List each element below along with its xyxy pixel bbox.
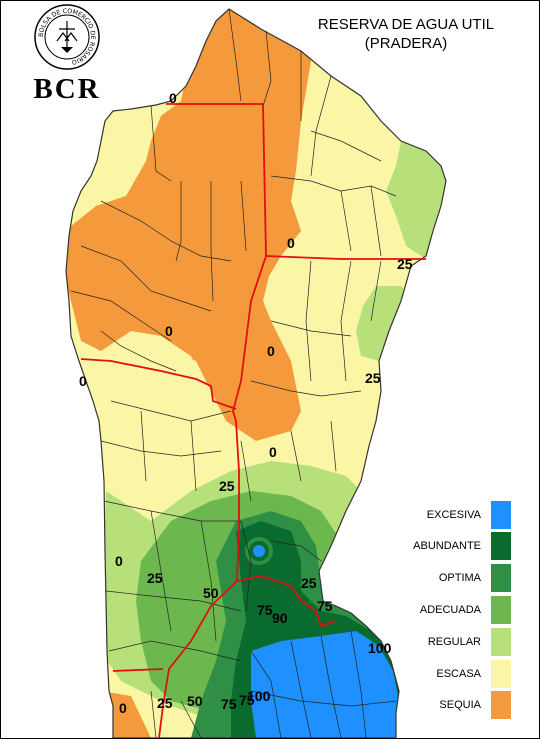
contour-label: 50 [187, 693, 203, 709]
contour-label: 25 [147, 570, 163, 586]
bcr-logo: BOLSA DE COMERCIO DE ROSARIO BCR [31, 3, 103, 106]
legend-item-abundante: ABUNDANTE [393, 532, 533, 560]
escasa-patch [101, 331, 201, 381]
contour-label: 0 [165, 323, 173, 339]
contour-label: 0 [267, 343, 275, 359]
logo-text: BCR [33, 73, 101, 105]
legend-swatch [491, 501, 511, 529]
legend-label: ADECUADA [419, 604, 481, 616]
legend-label: EXCESIVA [426, 509, 481, 521]
contour-label: 25 [219, 478, 235, 494]
legend-label: REGULAR [427, 636, 481, 648]
province-outline [65, 8, 447, 738]
title-line-2: (PRADERA) [364, 35, 448, 52]
legend-swatch [491, 564, 511, 592]
legend-swatch [491, 532, 511, 560]
contour-label: 25 [365, 370, 381, 386]
excesiva-spot [253, 545, 265, 557]
province-boundaries [80, 103, 426, 738]
contour-label: 25 [157, 695, 173, 711]
contour-label: 75 [257, 602, 273, 618]
contour-label: 100 [247, 688, 271, 704]
legend-item-sequia: SEQUIA [393, 691, 533, 719]
legend-swatch [491, 628, 511, 656]
bcr-seal-icon: BOLSA DE COMERCIO DE ROSARIO [34, 4, 100, 70]
legend-swatch [491, 660, 511, 688]
contour-label: 75 [317, 598, 333, 614]
legend-swatch [491, 596, 511, 624]
excesiva-zone [251, 631, 399, 738]
contour-label: 75 [221, 696, 237, 712]
contour-label: 0 [115, 553, 123, 569]
legend-item-excesiva: EXCESIVA [393, 501, 533, 529]
legend-label: OPTIMA [438, 572, 481, 584]
contour-label: 25 [397, 256, 413, 272]
legend-item-regular: REGULAR [393, 628, 533, 656]
contour-label: 75 [239, 692, 255, 708]
contour-label: 0 [169, 90, 177, 106]
contour-label: 0 [287, 235, 295, 251]
contour-label: 25 [301, 575, 317, 591]
legend-item-escasa: ESCASA [393, 660, 533, 688]
contour-label: 50 [203, 585, 219, 601]
legend-item-optima: OPTIMA [393, 564, 533, 592]
legend-label: ESCASA [436, 668, 481, 680]
department-boundaries [70, 8, 397, 738]
legend-label: ABUNDANTE [413, 540, 481, 552]
contour-labels: 0 0 25 0 0 25 0 25 0 0 25 25 50 75 90 75… [79, 90, 413, 716]
contour-label: 0 [269, 444, 277, 460]
contour-label: 100 [368, 640, 392, 656]
contour-label: 90 [272, 610, 288, 626]
sequia-zone-north [66, 9, 311, 441]
contour-label: 0 [119, 700, 127, 716]
map-title: RESERVA DE AGUA UTIL (PRADERA) [291, 15, 521, 53]
legend-label: SEQUIA [439, 699, 481, 711]
legend-item-adecuada: ADECUADA [393, 596, 533, 624]
legend-swatch [491, 691, 511, 719]
title-line-1: RESERVA DE AGUA UTIL [317, 16, 495, 33]
contour-label: 0 [79, 373, 87, 389]
